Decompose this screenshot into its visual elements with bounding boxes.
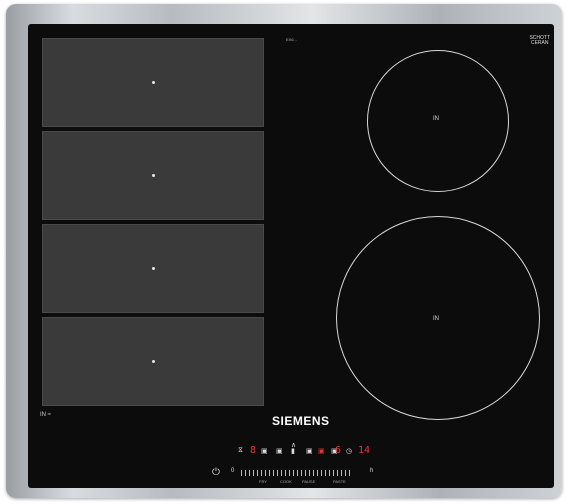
slider-max-label: h: [370, 468, 374, 474]
active-zone-icon[interactable]: ▣: [318, 448, 325, 455]
power-button-icon[interactable]: ⏻: [212, 467, 220, 478]
burner-small-label: IN: [433, 116, 439, 122]
flex-zone-3[interactable]: [42, 224, 264, 313]
slider-min-label: 0: [231, 468, 235, 474]
slider-label-cook: COOK: [280, 479, 292, 484]
model-code: EX6...: [286, 37, 297, 42]
power-slider[interactable]: [241, 470, 357, 476]
display-left: 8: [250, 445, 257, 456]
zone-select-icon[interactable]: ▣: [331, 448, 338, 455]
display-right: 14: [358, 445, 371, 456]
timer-icon[interactable]: ⧖: [238, 447, 243, 454]
slider-label-paste: PASTE: [333, 479, 346, 484]
cooktop-frame: IN ≈ IN IN EX6... SCHOTT CERAN SIEMENS ⧖…: [6, 4, 562, 498]
schott-ceran-logo: SCHOTT CERAN: [529, 35, 550, 46]
display-mid: 6: [335, 445, 342, 456]
burner-large[interactable]: [336, 216, 540, 420]
burner-large-label: IN: [433, 316, 439, 322]
zone-marker: [152, 81, 155, 84]
flex-zone-2[interactable]: [42, 131, 264, 220]
flex-zone-1[interactable]: [42, 38, 264, 127]
flex-zone-4[interactable]: [42, 317, 264, 406]
zone-select-icon[interactable]: ▮: [291, 448, 295, 455]
zone-marker: [152, 360, 155, 363]
zone-select-icon[interactable]: ▣: [276, 448, 283, 455]
zone-marker: [152, 174, 155, 177]
flex-zone-label: IN ≈: [40, 412, 51, 418]
glass-surface: IN ≈ IN IN EX6... SCHOTT CERAN SIEMENS ⧖…: [28, 24, 554, 488]
clock-icon[interactable]: ◷: [346, 448, 353, 455]
slider-label-fry: FRY: [259, 479, 267, 484]
zone-select-icon[interactable]: ▣: [261, 448, 268, 455]
fry-sensor-icon[interactable]: ∧: [291, 442, 297, 449]
burner-small[interactable]: [367, 50, 509, 192]
zone-select-icon[interactable]: ▣: [306, 448, 313, 455]
siemens-logo: SIEMENS: [272, 414, 330, 428]
zone-marker: [152, 267, 155, 270]
slider-label-pause: PAUSE: [302, 479, 316, 484]
